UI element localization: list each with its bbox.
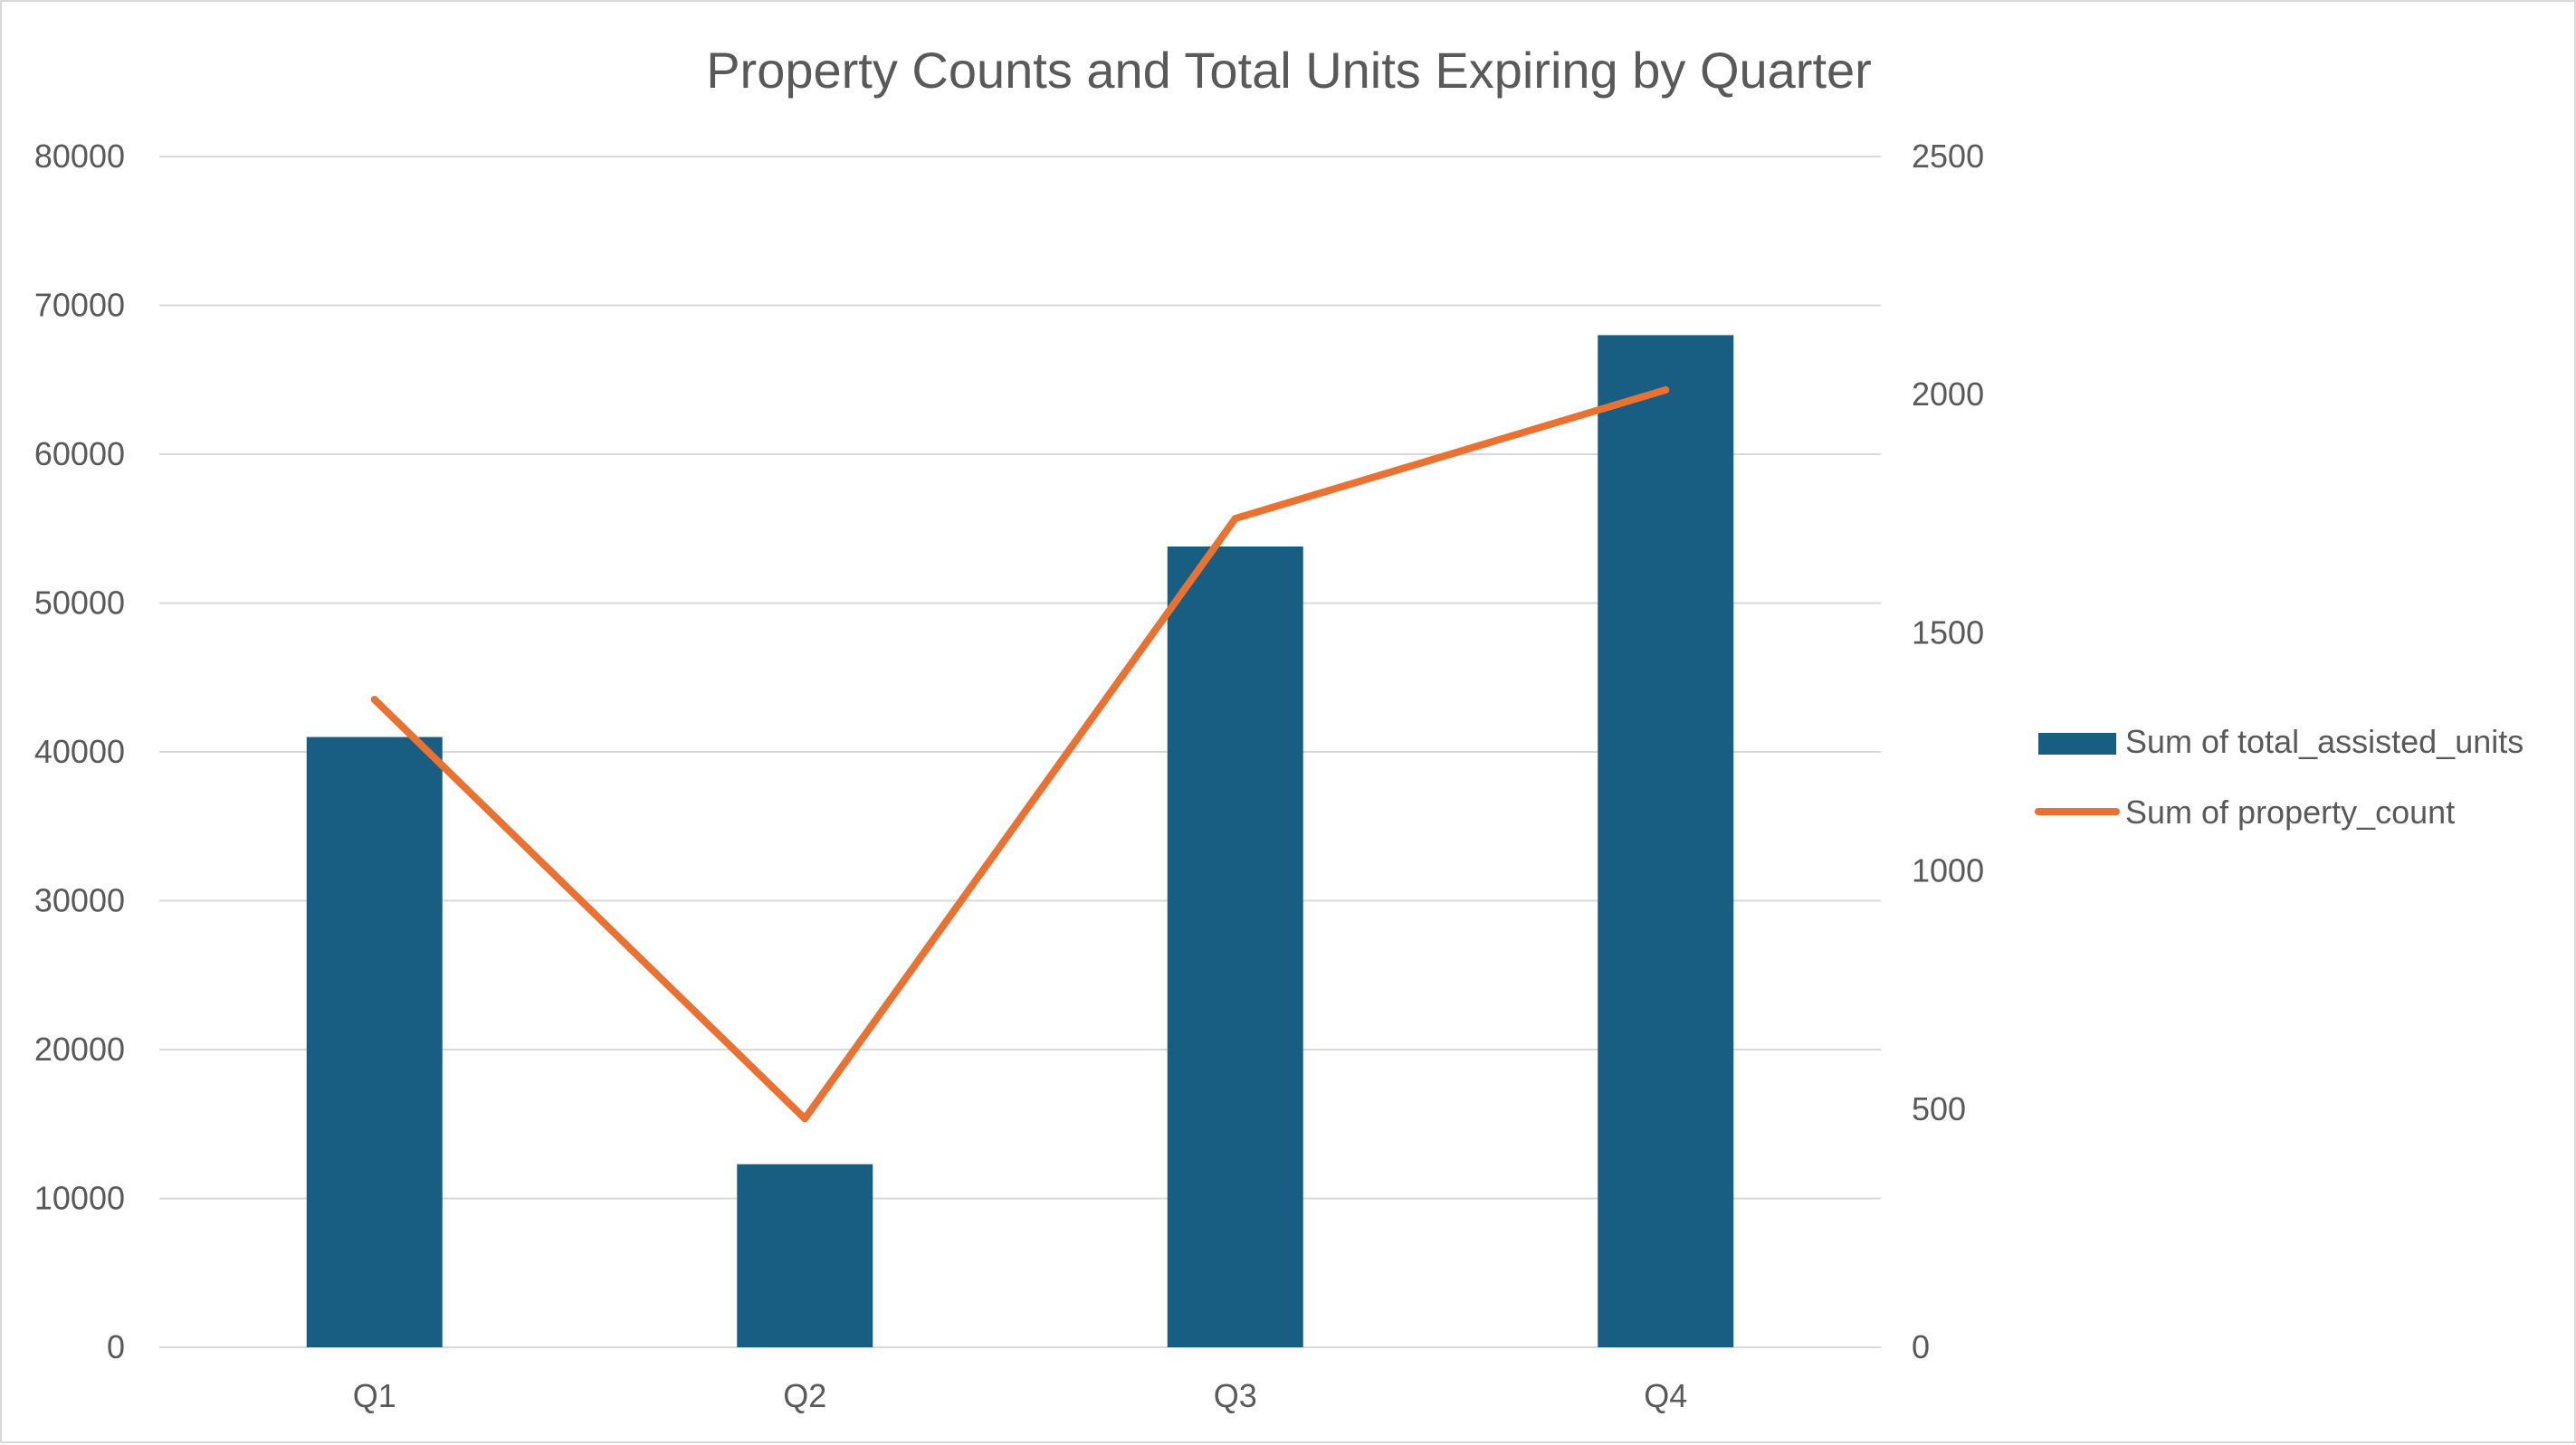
left-axis-ticks: 0 10000 20000 30000 40000 50000 60000 70000 8000… bbox=[34, 138, 125, 1365]
right-axis-tick-label: 2000 bbox=[1912, 376, 1984, 413]
chart-title: Property Counts and Total Units Expiring… bbox=[706, 42, 1872, 99]
line-point-q3[interactable] bbox=[1231, 515, 1239, 523]
left-axis-tick-label: 20000 bbox=[34, 1031, 125, 1068]
x-axis-tick-label: Q2 bbox=[783, 1377, 826, 1414]
legend-label-property-count[interactable]: Sum of property_count bbox=[2125, 794, 2455, 831]
legend-swatch-total-assisted-units bbox=[2038, 733, 2116, 755]
left-axis-tick-label: 10000 bbox=[34, 1180, 125, 1217]
gridlines bbox=[159, 156, 1881, 1348]
line-series bbox=[370, 385, 1670, 1123]
right-axis-tick-label: 500 bbox=[1912, 1090, 1966, 1127]
left-axis-tick-label: 30000 bbox=[34, 882, 125, 919]
x-axis-tick-label: Q3 bbox=[1214, 1377, 1257, 1414]
left-axis-tick-label: 60000 bbox=[34, 435, 125, 472]
right-axis-tick-label: 1000 bbox=[1912, 852, 1984, 889]
legend: Sum of total_assisted_units Sum of prope… bbox=[2035, 723, 2524, 831]
left-axis-tick-label: 0 bbox=[107, 1328, 125, 1365]
x-axis-tick-label: Q1 bbox=[353, 1377, 396, 1414]
left-axis-tick-label: 70000 bbox=[34, 287, 125, 324]
bar-series bbox=[306, 335, 1734, 1347]
bar-q4[interactable] bbox=[1598, 335, 1734, 1347]
right-axis-tick-label: 1500 bbox=[1912, 613, 1984, 651]
right-axis-ticks: 0 500 1000 1500 2000 2500 bbox=[1912, 138, 1984, 1365]
line-point-q1[interactable] bbox=[370, 696, 378, 704]
legend-label-total-assisted-units[interactable]: Sum of total_assisted_units bbox=[2125, 723, 2524, 760]
left-axis-tick-label: 50000 bbox=[34, 585, 125, 622]
right-axis-tick-label: 0 bbox=[1912, 1328, 1930, 1365]
bar-q3[interactable] bbox=[1167, 546, 1303, 1347]
bar-q1[interactable] bbox=[306, 737, 443, 1347]
bar-q2[interactable] bbox=[737, 1164, 873, 1347]
property-count-line[interactable] bbox=[370, 385, 1670, 1123]
left-axis-tick-label: 40000 bbox=[34, 733, 125, 770]
x-axis-tick-label: Q4 bbox=[1644, 1377, 1687, 1414]
line-point-q2[interactable] bbox=[801, 1115, 809, 1123]
line-point-q4[interactable] bbox=[1662, 385, 1670, 394]
left-axis-tick-label: 80000 bbox=[34, 138, 125, 175]
x-axis-labels: Q1 Q2 Q3 Q4 bbox=[353, 1377, 1688, 1414]
right-axis-tick-label: 2500 bbox=[1912, 138, 1984, 175]
